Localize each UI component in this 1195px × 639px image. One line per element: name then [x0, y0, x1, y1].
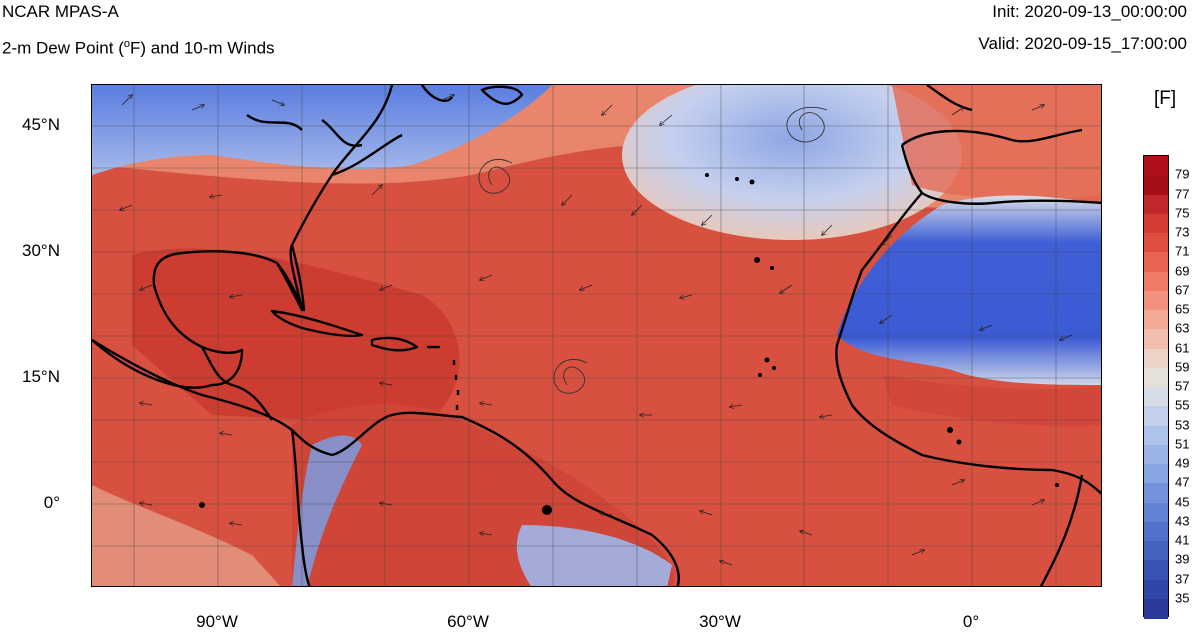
europe-area [892, 85, 1101, 205]
colorbar-swatch [1144, 464, 1168, 484]
lat-label-0: 0° [43, 493, 60, 512]
colorbar-swatch [1144, 483, 1168, 503]
colorbar-swatch [1144, 502, 1168, 523]
cyclone-circulations [478, 106, 828, 394]
lat-label-30n: 30°N [22, 241, 60, 260]
colorbar-tick-label: 51 [1175, 436, 1190, 452]
lon-label-60w: 60°W [447, 612, 489, 631]
colorbar-swatch [1144, 348, 1168, 369]
coastlines [92, 85, 1101, 586]
colorbar-swatch [1144, 194, 1168, 215]
colorbar-tick-label: 69 [1175, 263, 1190, 278]
valid-time: Valid: 2020-09-15_17:00:00 [978, 34, 1187, 53]
colorbar-swatch [1144, 387, 1168, 407]
colorbar-tick-label: 65 [1175, 301, 1190, 317]
lon-label-90w: 90°W [196, 612, 238, 631]
colorbar-tick-label: 71 [1175, 243, 1190, 259]
brazil-dry-area [516, 525, 672, 586]
colorbar-tick-label: 57 [1175, 378, 1190, 394]
colorbar-tick-label: 49 [1175, 455, 1190, 471]
colorbar-swatch [1144, 156, 1168, 176]
colorbar-tick-label: 61 [1175, 340, 1190, 355]
caribbean-warm-area [132, 248, 460, 425]
colorbar-swatch [1144, 290, 1168, 311]
dewpoint-map [91, 84, 1102, 587]
field-title-part2: F) and 10-m Winds [130, 38, 275, 58]
lon-label-0: 0° [962, 612, 980, 631]
east-pacific-area [92, 485, 281, 586]
andes-cool-area [292, 435, 362, 586]
colorbar-swatch [1144, 541, 1168, 561]
north-atlantic-cool-area [622, 85, 962, 240]
north-america-cold-area [92, 85, 552, 175]
colorbar-tick-label: 41 [1175, 532, 1190, 548]
colorbar-tick-label: 73 [1175, 224, 1190, 240]
colorbar-swatch [1144, 406, 1168, 426]
colorbar-tick-label: 77 [1175, 186, 1190, 201]
colorbar-tick-label: 67 [1175, 282, 1190, 298]
map-svg [92, 85, 1101, 586]
colorbar [1143, 155, 1169, 619]
field-title-part1: 2-m Dew Point ( [2, 38, 124, 58]
colorbar-swatch [1144, 521, 1168, 542]
colorbar-swatch [1144, 598, 1168, 619]
colorbar-swatch [1144, 560, 1168, 580]
colorbar-swatch [1144, 329, 1168, 349]
colorbar-tick-label: 37 [1175, 571, 1190, 586]
colorbar-tick-label: 45 [1175, 494, 1190, 509]
colorbar-tick-label: 63 [1175, 320, 1190, 336]
islands [199, 173, 1059, 515]
colorbar-swatch [1144, 444, 1168, 465]
colorbar-swatch [1144, 213, 1168, 234]
colorbar-tick-label: 59 [1175, 359, 1190, 375]
degree-sup: o [123, 38, 130, 50]
colorbar-tick-label: 39 [1175, 551, 1190, 567]
field-title: 2-m Dew Point (oF) and 10-m Winds [2, 34, 275, 59]
colorbar-tick-label: 43 [1175, 513, 1190, 529]
colorbar-tick-label: 53 [1175, 417, 1190, 432]
colorbar-tick-label: 55 [1175, 397, 1190, 413]
lat-label-15n: 15°N [22, 367, 60, 386]
colorbar-swatch [1144, 233, 1168, 253]
sahel-area [882, 375, 1101, 427]
wind-vectors [120, 95, 1073, 566]
model-title: NCAR MPAS-A [2, 2, 119, 21]
colorbar-swatch [1144, 367, 1168, 388]
colorbar-swatch [1144, 175, 1168, 195]
colorbar-tick-label: 35 [1175, 590, 1190, 606]
graticule [92, 85, 1101, 586]
colorbar-swatch [1144, 579, 1168, 600]
colorbar-tick-label: 75 [1175, 205, 1190, 221]
colorbar-swatch [1144, 271, 1168, 292]
units-label: [F] [1154, 88, 1177, 109]
init-time: Init: 2020-09-13_00:00:00 [992, 2, 1187, 21]
colorbar-swatch [1144, 310, 1168, 330]
colorbar-swatch [1144, 252, 1168, 272]
colorbar-swatch [1144, 425, 1168, 446]
colorbar-tick-label: 79 [1175, 166, 1190, 182]
sahara-dry-area [837, 195, 1101, 385]
lon-label-30w: 30°W [699, 612, 741, 631]
lat-label-45n: 45°N [22, 115, 60, 134]
colorbar-tick-label: 47 [1175, 474, 1190, 490]
